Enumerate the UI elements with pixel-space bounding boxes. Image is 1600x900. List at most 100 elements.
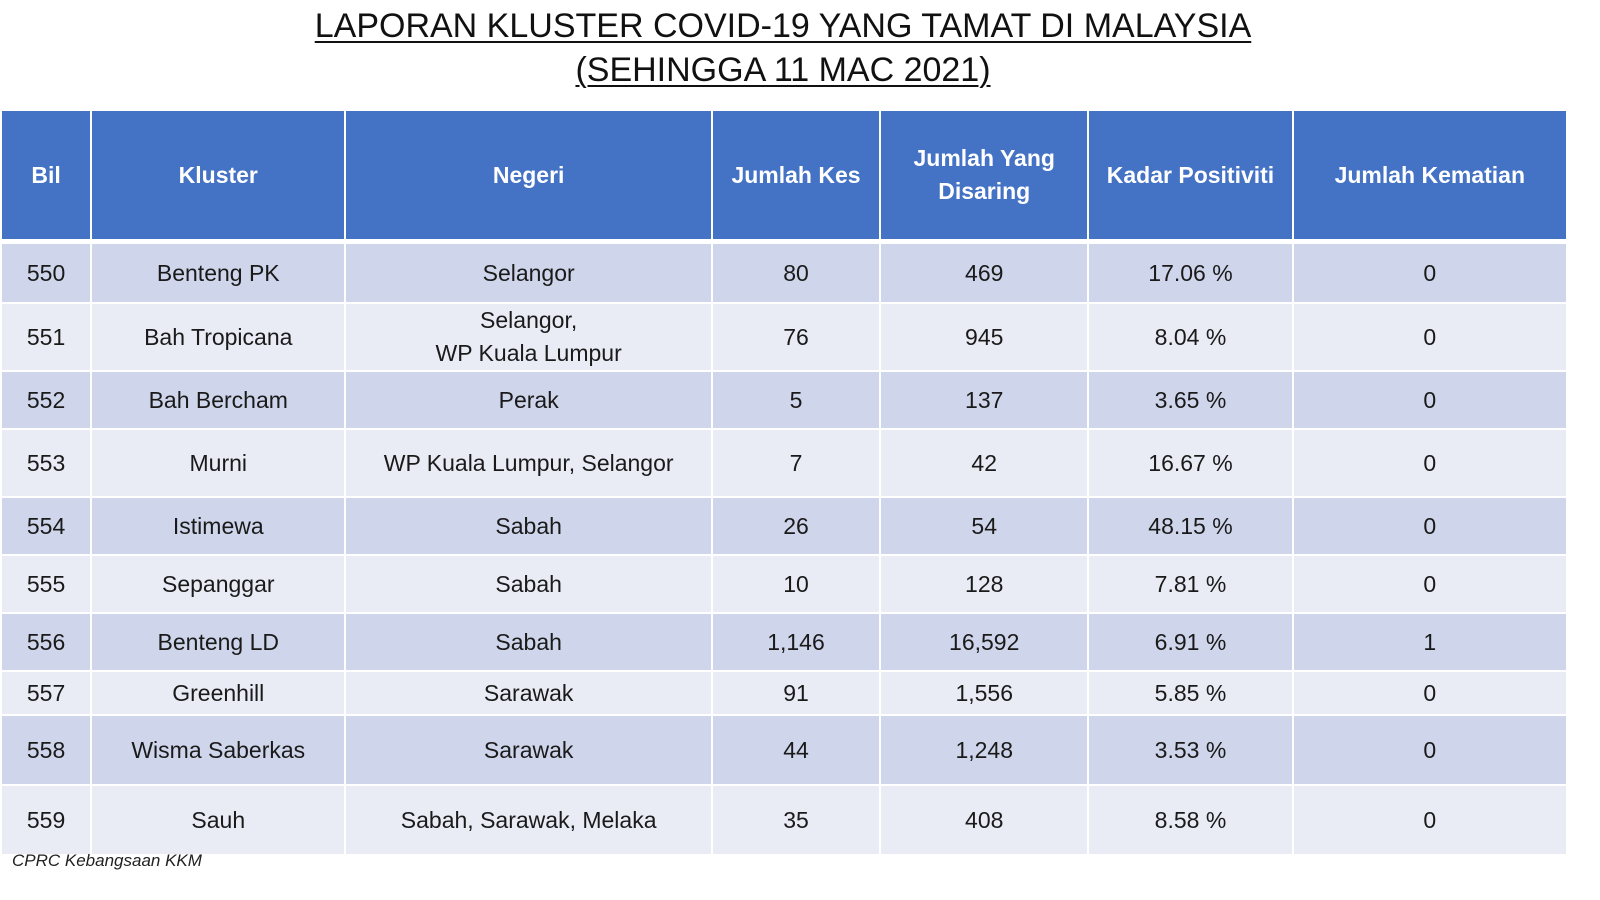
cell-kluster: Bah Bercham [92, 372, 345, 428]
cell-jumlah-kematian: 0 [1293, 786, 1566, 854]
title-line-1: LAPORAN KLUSTER COVID-19 YANG TAMAT DI M… [314, 7, 1252, 45]
header-jumlah-disaring: Jumlah Yang Disaring [881, 111, 1088, 242]
cell-kadar-positiviti: 3.65 % [1089, 372, 1292, 428]
cell-kluster: Sauh [92, 786, 345, 854]
cell-jumlah-kematian: 0 [1293, 244, 1566, 302]
cell-jumlah-kes: 91 [712, 672, 880, 714]
cell-jumlah-kematian: 0 [1293, 304, 1566, 370]
cell-jumlah-kes: 1,146 [712, 614, 880, 670]
cell-bil: 551 [2, 304, 91, 370]
negeri-line: WP Kuala Lumpur [435, 340, 622, 366]
cell-jumlah-kematian: 0 [1293, 556, 1566, 612]
cell-kluster: Wisma Saberkas [92, 716, 345, 784]
cell-bil: 559 [2, 786, 91, 854]
negeri-line: Sabah [495, 512, 562, 539]
cell-jumlah-kematian: 0 [1293, 716, 1566, 784]
negeri-line: Selangor, [480, 307, 578, 333]
cell-negeri: Selangor, WP Kuala Lumpur [346, 304, 711, 370]
negeri-line: WP Kuala Lumpur, Selangor [383, 449, 674, 476]
cell-negeri: WP Kuala Lumpur, Selangor [346, 430, 711, 496]
table-row: 554 Istimewa Sabah 26 54 48.15 % 0 [2, 498, 1566, 554]
header-kadar-positiviti: Kadar Positiviti [1089, 111, 1292, 242]
table-row: 550 Benteng PK Selangor 80 469 17.06 % 0 [2, 244, 1566, 302]
negeri-line: Perak [498, 386, 559, 413]
cell-bil: 552 [2, 372, 91, 428]
cell-bil: 557 [2, 672, 91, 714]
cell-jumlah-disaring: 42 [881, 430, 1088, 496]
cell-jumlah-kes: 5 [712, 372, 880, 428]
cell-kadar-positiviti: 7.81 % [1089, 556, 1292, 612]
cell-jumlah-kes: 26 [712, 498, 880, 554]
header-jumlah-kematian: Jumlah Kematian [1293, 111, 1566, 242]
cell-jumlah-kes: 44 [712, 716, 880, 784]
table-row: 559 Sauh Sabah, Sarawak, Melaka 35 408 8.58 %… [2, 786, 1566, 854]
cell-kluster: Benteng PK [92, 244, 345, 302]
header-row: Bil Kluster Negeri Jumlah Kes Jumlah Yan… [2, 111, 1566, 242]
negeri-line: Sabah [495, 628, 562, 655]
cell-negeri: Sabah, Sarawak, Melaka [346, 786, 711, 854]
cell-kadar-positiviti: 8.58 % [1089, 786, 1292, 854]
cell-negeri: Selangor [346, 244, 711, 302]
source-note: CPRC Kebangsaan KKM [12, 851, 202, 870]
cell-negeri: Sabah [346, 556, 711, 612]
negeri-line: Sabah, Sarawak, Melaka [400, 806, 657, 833]
cell-bil: 553 [2, 430, 91, 496]
cell-bil: 558 [2, 716, 91, 784]
cell-kluster: Bah Tropicana [92, 304, 345, 370]
cell-negeri: Sarawak [346, 716, 711, 784]
cell-kadar-positiviti: 6.91 % [1089, 614, 1292, 670]
header-bil: Bil [2, 111, 91, 242]
cell-jumlah-disaring: 945 [881, 304, 1088, 370]
table-row: 552 Bah Bercham Perak 5 137 3.65 % 0 [2, 372, 1566, 428]
cell-jumlah-disaring: 54 [881, 498, 1088, 554]
cell-jumlah-disaring: 1,556 [881, 672, 1088, 714]
negeri-line: Sabah [495, 570, 562, 597]
cell-jumlah-disaring: 469 [881, 244, 1088, 302]
cell-negeri: Perak [346, 372, 711, 428]
cell-jumlah-kematian: 0 [1293, 430, 1566, 496]
cell-jumlah-kes: 80 [712, 244, 880, 302]
cell-kadar-positiviti: 17.06 % [1089, 244, 1292, 302]
cell-jumlah-disaring: 16,592 [881, 614, 1088, 670]
cell-jumlah-kes: 35 [712, 786, 880, 854]
cell-kadar-positiviti: 8.04 % [1089, 304, 1292, 370]
cell-jumlah-kematian: 1 [1293, 614, 1566, 670]
cell-jumlah-kes: 7 [712, 430, 880, 496]
cell-kluster: Greenhill [92, 672, 345, 714]
cell-bil: 554 [2, 498, 91, 554]
cell-jumlah-kes: 76 [712, 304, 880, 370]
cell-jumlah-kematian: 0 [1293, 372, 1566, 428]
cell-jumlah-disaring: 408 [881, 786, 1088, 854]
table-row: 553 Murni WP Kuala Lumpur, Selangor 7 42 16.6… [2, 430, 1566, 496]
cell-kadar-positiviti: 3.53 % [1089, 716, 1292, 784]
table-row: 555 Sepanggar Sabah 10 128 7.81 % 0 [2, 556, 1566, 612]
cell-jumlah-kematian: 0 [1293, 672, 1566, 714]
cell-kadar-positiviti: 5.85 % [1089, 672, 1292, 714]
header-jumlah-kes: Jumlah Kes [712, 111, 880, 242]
cell-kadar-positiviti: 48.15 % [1089, 498, 1292, 554]
table-row: 556 Benteng LD Sabah 1,146 16,592 6.91 % 1 [2, 614, 1566, 670]
cell-kluster: Murni [92, 430, 345, 496]
table-row: 557 Greenhill Sarawak 91 1,556 5.85 % 0 [2, 672, 1566, 714]
negeri-line: Sarawak [483, 736, 574, 763]
report-title: LAPORAN KLUSTER COVID-19 YANG TAMAT DI M… [0, 4, 1566, 92]
cell-negeri: Sabah [346, 614, 711, 670]
table-row: 558 Wisma Saberkas Sarawak 44 1,248 3.53 % 0 [2, 716, 1566, 784]
table-row: 551 Bah Tropicana Selangor, WP Kuala Lumpur… [2, 304, 1566, 370]
cell-negeri: Sabah [346, 498, 711, 554]
cell-kadar-positiviti: 16.67 % [1089, 430, 1292, 496]
cell-kluster: Sepanggar [92, 556, 345, 612]
table-body: 550 Benteng PK Selangor 80 469 17.06 % 0 551 Bah… [2, 244, 1566, 854]
cell-jumlah-disaring: 1,248 [881, 716, 1088, 784]
cluster-table: Bil Kluster Negeri Jumlah Kes Jumlah Yan… [0, 109, 1568, 856]
cell-jumlah-kematian: 0 [1293, 498, 1566, 554]
cell-negeri: Sarawak [346, 672, 711, 714]
header-negeri: Negeri [346, 111, 711, 242]
negeri-line: Selangor [482, 259, 575, 286]
negeri-line: Sarawak [483, 679, 574, 706]
cell-kluster: Istimewa [92, 498, 345, 554]
header-kluster: Kluster [92, 111, 345, 242]
cell-bil: 556 [2, 614, 91, 670]
cell-jumlah-disaring: 137 [881, 372, 1088, 428]
title-line-2: (SEHINGGA 11 MAC 2021) [575, 51, 991, 89]
